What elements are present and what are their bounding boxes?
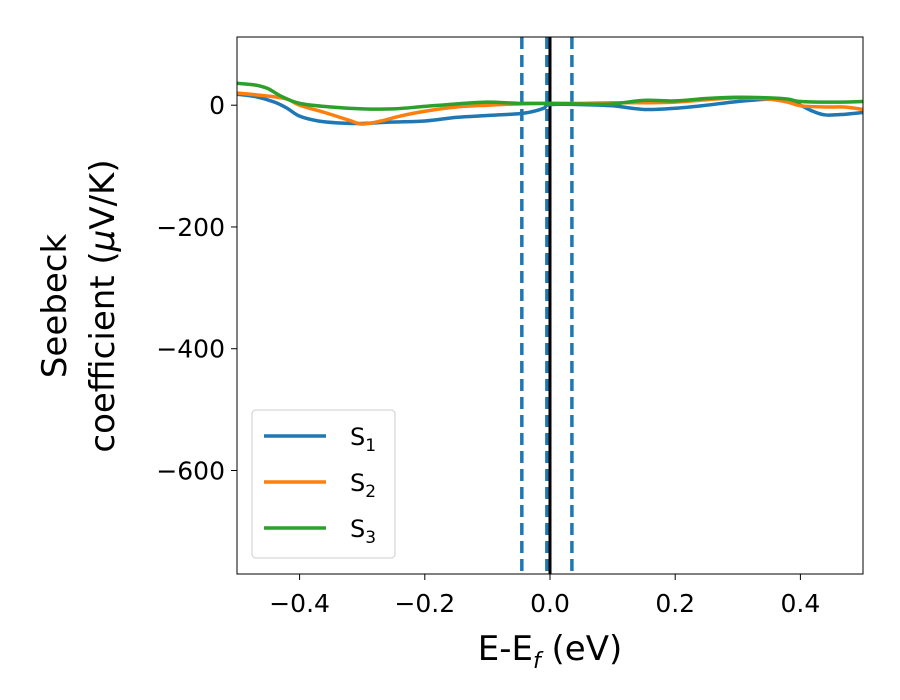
y-tick-label: −400 [156,335,225,364]
y-tick-label: 0 [209,91,225,120]
x-axis-label-subscript: f [533,649,544,674]
legend-label-s3: S3 [350,515,376,548]
series-line-s3 [237,81,863,111]
y-axis-label-line1: Seebeck [35,234,75,379]
legend-label-s1: S1 [350,423,376,456]
legend: S1 S2 S3 [251,409,396,559]
x-tick-label: 0.4 [781,589,821,618]
x-axis-ticks: −0.4 −0.2 0.0 0.2 0.4 [269,574,820,618]
y-axis-label-line2: coefficient (μV/K) [83,159,123,452]
y-tick-label: −200 [156,213,225,242]
legend-entry-s3: S3 [264,515,376,548]
x-axis-label-unit: (eV) [541,629,623,669]
legend-box [251,409,396,559]
y-tick-label: −600 [156,456,225,485]
legend-entry-s1: S1 [264,423,376,456]
x-axis-label: E-Ef (eV) [478,629,623,674]
x-tick-label: −0.4 [269,589,330,618]
reference-lines [520,37,574,574]
y-axis-ticks: 0 −200 −400 −600 [156,91,237,485]
series-lines [237,81,863,126]
legend-label-s2: S2 [350,469,376,502]
y-axis-label-mu: μ [83,230,123,253]
y-axis-label: Seebeck coefficient (μV/K) [35,159,123,452]
legend-entry-s2: S2 [264,469,376,502]
x-tick-label: 0.0 [530,589,570,618]
x-tick-label: −0.2 [394,589,455,618]
x-tick-label: 0.2 [655,589,695,618]
